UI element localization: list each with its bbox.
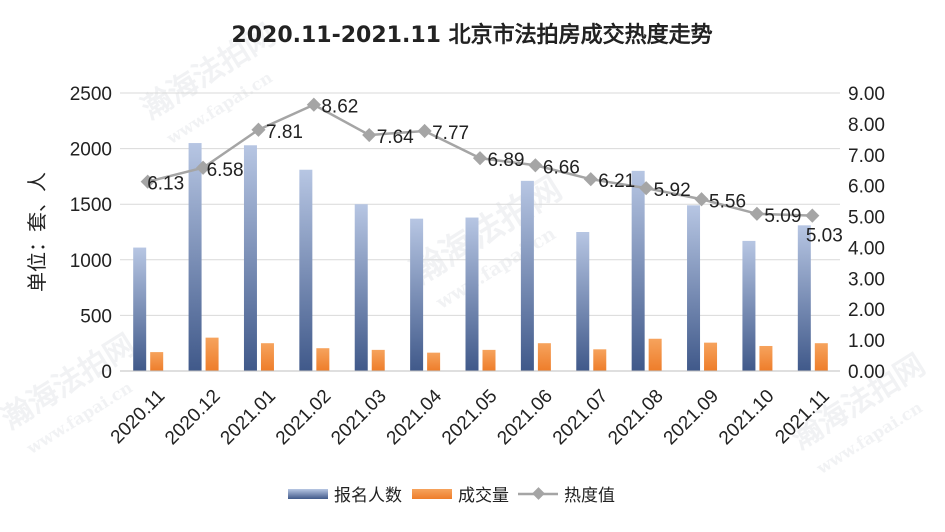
legend-label: 报名人数 [334,486,402,506]
heat-data-label: 7.77 [432,123,469,144]
y-right-tick: 5.00 [848,208,885,229]
heat-data-label: 7.81 [266,122,303,143]
heat-point [694,192,709,207]
heat-point [417,123,432,139]
bar-registrants [243,145,257,371]
y-right-tick: 7.00 [848,146,885,167]
heat-point [306,97,321,112]
heat-data-label: 5.09 [764,206,801,227]
heat-point [196,160,211,175]
bar-registrants [465,217,479,371]
heat-data-label: 6.89 [488,150,525,171]
bar-registrants [133,247,147,371]
bar-registrants [299,169,313,371]
bar-deals [260,343,274,371]
heat-point [583,172,598,187]
bar-deals [427,352,441,371]
y-right-tick: 8.00 [848,115,885,136]
bar-registrants [576,232,590,371]
heat-point [362,127,377,143]
y-right-tick: 6.00 [848,177,885,198]
bar-registrants [742,240,756,371]
bar-registrants [354,204,368,371]
heat-point [528,158,543,173]
y-left-tick: 500 [80,306,112,327]
x-tick-label: 2021.08 [604,386,667,449]
bar-deals [482,349,496,371]
legend-swatch [288,489,328,499]
x-tick-label: 2021.10 [715,386,778,449]
y-right-tick: 1.00 [848,331,885,352]
x-tick-label: 2020.12 [161,386,224,449]
line-layer: 6.13 6.58 7.81 8.62 7.64 7.77 6.89 6.66 6.21 5.92… [140,97,843,247]
heat-point [472,151,488,166]
heat-data-label: 8.62 [321,97,358,118]
bar-deals [537,343,551,371]
bar-deals [205,337,219,371]
bar-deals [814,343,828,371]
x-tick-label: 2021.05 [438,386,501,449]
y-right-tick: 0.00 [848,362,885,383]
bar-registrants [687,205,701,371]
x-tick-label: 2021.09 [660,386,723,449]
heat-point [251,122,266,137]
legend: 报名人数 成交量 热度值 [288,486,615,506]
bar-registrants [410,218,424,371]
bar-deals [704,342,718,371]
x-tick-label: 2021.04 [383,385,447,449]
y-left-tick: 0 [101,362,112,383]
x-tick-label: 2021.07 [549,386,612,449]
x-tick-label: 2021.06 [494,386,557,449]
chart-title: 2020.11-2021.11 北京市法拍房成交热度走势 [231,22,712,48]
bar-registrants [631,170,645,371]
y-left-tick: 2000 [70,140,112,161]
heat-point [639,181,654,196]
legend-label: 热度值 [564,486,615,506]
bar-deals [648,338,662,371]
legend-swatch [412,489,452,499]
heat-data-label: 7.64 [377,127,414,148]
bar-registrants [188,143,202,371]
y-right-tick: 3.00 [848,269,885,290]
heat-data-label: 5.92 [654,180,691,201]
heat-data-label: 6.66 [543,157,580,178]
heat-data-label: 5.03 [806,226,843,247]
bar-registrants [520,180,534,371]
x-tick-label: 2021.03 [327,386,390,449]
bar-deals [150,352,164,371]
legend-marker [532,487,545,500]
bar-registrants [797,225,811,371]
bar-deals [759,345,773,371]
y-left-tick: 2500 [70,84,112,105]
bars-layer [133,143,828,371]
y-right-tick: 9.00 [848,84,885,105]
bar-deals [316,348,330,371]
bar-deals [593,349,607,371]
x-tick-label: 2021.02 [272,386,335,449]
heat-point [805,208,820,223]
x-tick-label: 2021.01 [217,386,280,449]
heat-point [749,206,764,221]
heat-data-label: 6.58 [207,160,244,181]
y-axis-label: 单位：套、人 [25,172,49,292]
heat-data-label: 5.56 [709,191,746,212]
y-right-tick: 4.00 [848,238,885,259]
heat-point [140,174,155,189]
y-right-tick: 2.00 [848,300,885,321]
y-left-tick: 1500 [70,195,112,216]
legend-label: 成交量 [458,486,509,506]
heat-data-label: 6.21 [598,171,635,192]
y-left-tick: 1000 [70,251,112,272]
heat-data-label: 6.13 [147,174,184,195]
bar-deals [371,349,385,371]
